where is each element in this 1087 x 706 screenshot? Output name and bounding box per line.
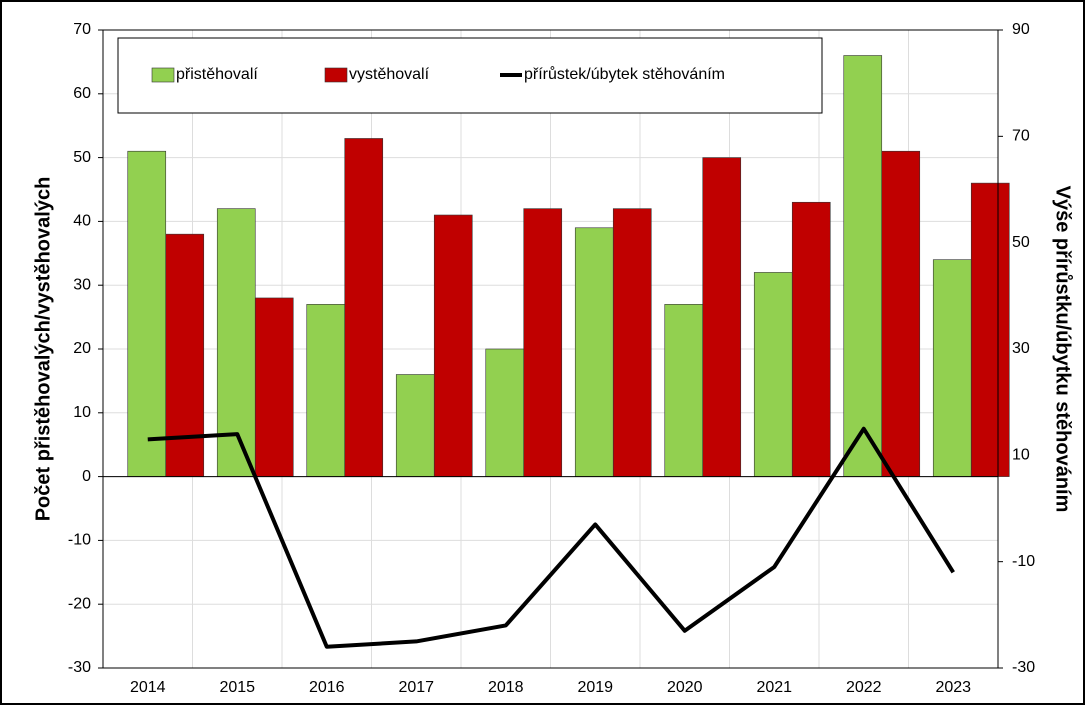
- x-tick-label: 2018: [488, 679, 524, 696]
- x-tick-label: 2019: [577, 679, 613, 696]
- y2-tick-label: -30: [1012, 659, 1035, 676]
- plot-border: [102, 29, 999, 669]
- legend-box: [117, 37, 823, 114]
- bar: [574, 227, 614, 477]
- y-tick-label: 60: [73, 85, 91, 102]
- y-tick-label: -30: [68, 659, 91, 676]
- bar: [306, 304, 346, 477]
- y-tick-label: -20: [68, 595, 91, 612]
- x-tick-label: 2021: [756, 679, 792, 696]
- bar: [970, 182, 1010, 477]
- bar: [433, 214, 473, 477]
- legend-label: přírůstek/úbytek stěhováním: [524, 65, 725, 83]
- line: [147, 426, 955, 649]
- bar: [791, 201, 831, 477]
- bar: [702, 157, 742, 477]
- bar: [932, 259, 972, 477]
- bar: [216, 208, 256, 477]
- bar: [127, 150, 167, 477]
- y-axis-title: Počet přistěhovalých/vystěhovalých: [32, 177, 54, 522]
- legend-label: přistěhovalí: [176, 66, 258, 83]
- y-tick-label: -10: [68, 532, 91, 549]
- bar: [612, 208, 652, 477]
- bar: [165, 233, 205, 477]
- y-tick-label: 40: [73, 213, 91, 230]
- bar: [881, 150, 921, 477]
- legend-swatch: [324, 67, 348, 83]
- x-tick-label: 2014: [130, 679, 166, 696]
- y-tick-label: 50: [73, 149, 91, 166]
- x-tick-label: 2023: [935, 679, 971, 696]
- bar: [523, 208, 563, 477]
- y2-tick-label: 30: [1012, 340, 1030, 357]
- y2-tick-label: 10: [1012, 447, 1030, 464]
- y-tick-label: 20: [73, 340, 91, 357]
- legend-swatch: [151, 67, 175, 83]
- legend-label: vystěhovalí: [349, 66, 430, 83]
- x-tick-label: 2022: [846, 679, 882, 696]
- bar: [753, 272, 793, 477]
- bar: [664, 304, 704, 477]
- x-tick-label: 2017: [398, 679, 434, 696]
- x-tick-label: 2015: [219, 679, 255, 696]
- bar: [485, 348, 525, 477]
- y-tick-label: 0: [82, 468, 91, 485]
- x-tick-label: 2016: [309, 679, 345, 696]
- bar: [344, 138, 384, 477]
- y2-axis-title: Výše přírůstku/úbytku stěhováním: [1052, 186, 1074, 513]
- y2-tick-label: -10: [1012, 553, 1035, 570]
- y-tick-label: 70: [73, 21, 91, 38]
- y2-tick-label: 50: [1012, 234, 1030, 251]
- y-tick-label: 10: [73, 404, 91, 421]
- y2-tick-label: 70: [1012, 128, 1030, 145]
- x-tick-label: 2020: [667, 679, 703, 696]
- bar: [843, 55, 883, 477]
- bar: [254, 297, 294, 477]
- y-tick-label: 30: [73, 276, 91, 293]
- y2-tick-label: 90: [1012, 21, 1030, 38]
- bar: [395, 374, 435, 477]
